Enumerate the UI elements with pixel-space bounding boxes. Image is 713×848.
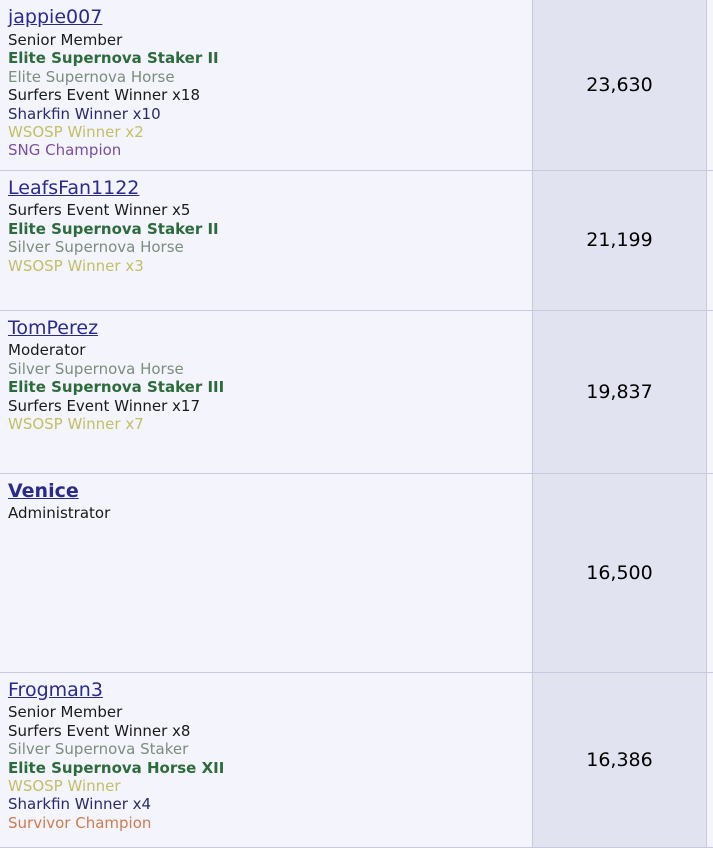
user-rank-label: Moderator: [8, 341, 532, 359]
username-link[interactable]: LeafsFan1122: [8, 177, 139, 201]
user-rank-label: Senior Member: [8, 703, 532, 721]
user-badge: Elite Supernova Staker III: [8, 378, 532, 396]
user-badge: Surfers Event Winner x5: [8, 201, 532, 219]
user-badge: Silver Supernova Horse: [8, 238, 532, 256]
user-badge: WSOSP Winner x3: [8, 257, 532, 275]
points-cell: 16,386: [533, 672, 707, 847]
user-badge: Survivor Champion: [8, 814, 532, 832]
username-link[interactable]: Venice: [8, 480, 79, 504]
user-badge: WSOSP Winner: [8, 777, 532, 795]
user-badge: Sharkfin Winner x10: [8, 105, 532, 123]
next-column-edge: [707, 473, 713, 672]
user-badge: Surfers Event Winner x8: [8, 722, 532, 740]
points-cell: 19,837: [533, 310, 707, 473]
user-badge: Elite Supernova Staker II: [8, 220, 532, 238]
next-column-edge: [707, 310, 713, 473]
points-cell: 16,500: [533, 473, 707, 672]
user-badge: Elite Supernova Horse: [8, 68, 532, 86]
next-column-edge: [707, 672, 713, 847]
user-badge: Elite Supernova Staker II: [8, 49, 532, 67]
user-rank-label: Senior Member: [8, 31, 532, 49]
username-link[interactable]: Frogman3: [8, 679, 103, 703]
user-badge: Surfers Event Winner x18: [8, 86, 532, 104]
next-column-edge: [707, 170, 713, 310]
points-cell: 21,199: [533, 170, 707, 310]
username-link[interactable]: TomPerez: [8, 317, 98, 341]
user-badge: SNG Champion: [8, 141, 532, 159]
user-badge: WSOSP Winner x2: [8, 123, 532, 141]
next-column-edge: [707, 0, 713, 170]
user-badge: Silver Supernova Horse: [8, 360, 532, 378]
user-rank-label: Administrator: [8, 504, 532, 522]
points-cell: 23,630: [533, 0, 707, 170]
user-badge: Sharkfin Winner x4: [8, 795, 532, 813]
user-badge: Silver Supernova Staker: [8, 740, 532, 758]
username-link[interactable]: jappie007: [8, 6, 102, 30]
user-badge: WSOSP Winner x7: [8, 415, 532, 433]
user-badge: Elite Supernova Horse XII: [8, 759, 532, 777]
user-badge: Surfers Event Winner x17: [8, 397, 532, 415]
